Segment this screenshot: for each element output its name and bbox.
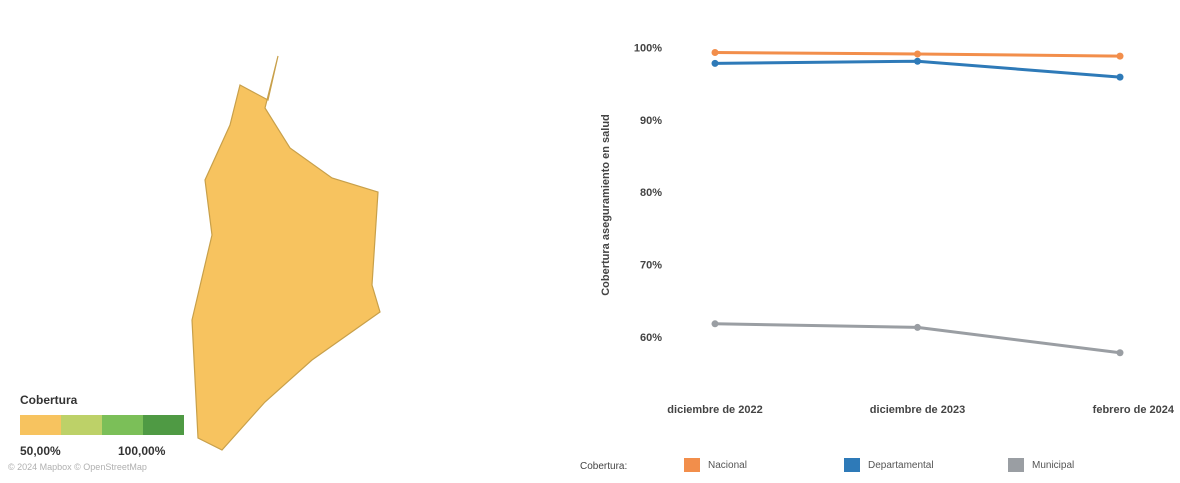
data-point-departamental[interactable] [914, 57, 921, 65]
chart-legend-title: Cobertura: [580, 461, 628, 472]
data-point-municipal[interactable] [1116, 349, 1124, 357]
legend-item-municipal[interactable]: Municipal [1008, 458, 1074, 472]
legend-item-nacional[interactable]: Nacional [684, 458, 747, 472]
y-tick-label: 100% [634, 42, 662, 54]
data-point-nacional[interactable] [1116, 52, 1124, 60]
x-tick-label: diciembre de 2023 [870, 404, 965, 416]
data-point-departamental[interactable] [711, 59, 719, 67]
map-legend-title: Cobertura [20, 393, 78, 407]
scale-swatch-1 [20, 415, 61, 435]
legend-swatch-departamental [844, 458, 860, 472]
map-color-scale [20, 415, 184, 435]
data-point-departamental[interactable] [1116, 73, 1124, 81]
data-point-municipal[interactable] [711, 320, 719, 328]
x-tick-label: febrero de 2024 [1093, 404, 1175, 416]
scale-swatch-2 [61, 415, 102, 435]
legend-swatch-nacional [684, 458, 700, 472]
y-tick-label: 70% [640, 259, 662, 271]
data-point-municipal[interactable] [914, 323, 921, 331]
y-tick-label: 60% [640, 332, 662, 344]
y-axis-label: Cobertura aseguramiento en salud [600, 114, 612, 296]
scale-max-label: 100,00% [118, 444, 166, 458]
legend-label-nacional: Nacional [708, 459, 747, 471]
legend-item-departamental[interactable]: Departamental [844, 458, 934, 472]
chart-panel: Cobertura aseguramiento en salud 60% 70% 8… [560, 0, 1180, 478]
municipality-region[interactable] [191, 55, 381, 451]
legend-label-departamental: Departamental [868, 459, 934, 471]
x-tick-label: diciembre de 2022 [667, 404, 762, 416]
map-panel: Cobertura 50,00% 100,00% © 2024 Mapbox ©… [0, 0, 560, 478]
map-attribution[interactable]: © 2024 Mapbox © OpenStreetMap [8, 462, 147, 472]
data-point-nacional[interactable] [914, 50, 921, 58]
y-tick-label: 90% [640, 115, 662, 127]
legend-swatch-municipal [1008, 458, 1024, 472]
scale-swatch-4 [143, 415, 184, 435]
line-chart: Cobertura aseguramiento en salud 60% 70% 8… [600, 42, 1175, 416]
scale-min-label: 50,00% [20, 444, 61, 458]
municipality-map[interactable] [0, 0, 560, 478]
legend-label-municipal: Municipal [1032, 459, 1075, 471]
scale-swatch-3 [102, 415, 143, 435]
data-point-nacional[interactable] [711, 49, 719, 57]
series-group [711, 49, 1124, 357]
y-tick-label: 80% [640, 187, 662, 199]
x-axis-ticks: diciembre de 2022 diciembre de 2023 febrer… [667, 404, 1175, 416]
y-axis-ticks: 60% 70% 80% 90% 100% [634, 42, 662, 343]
